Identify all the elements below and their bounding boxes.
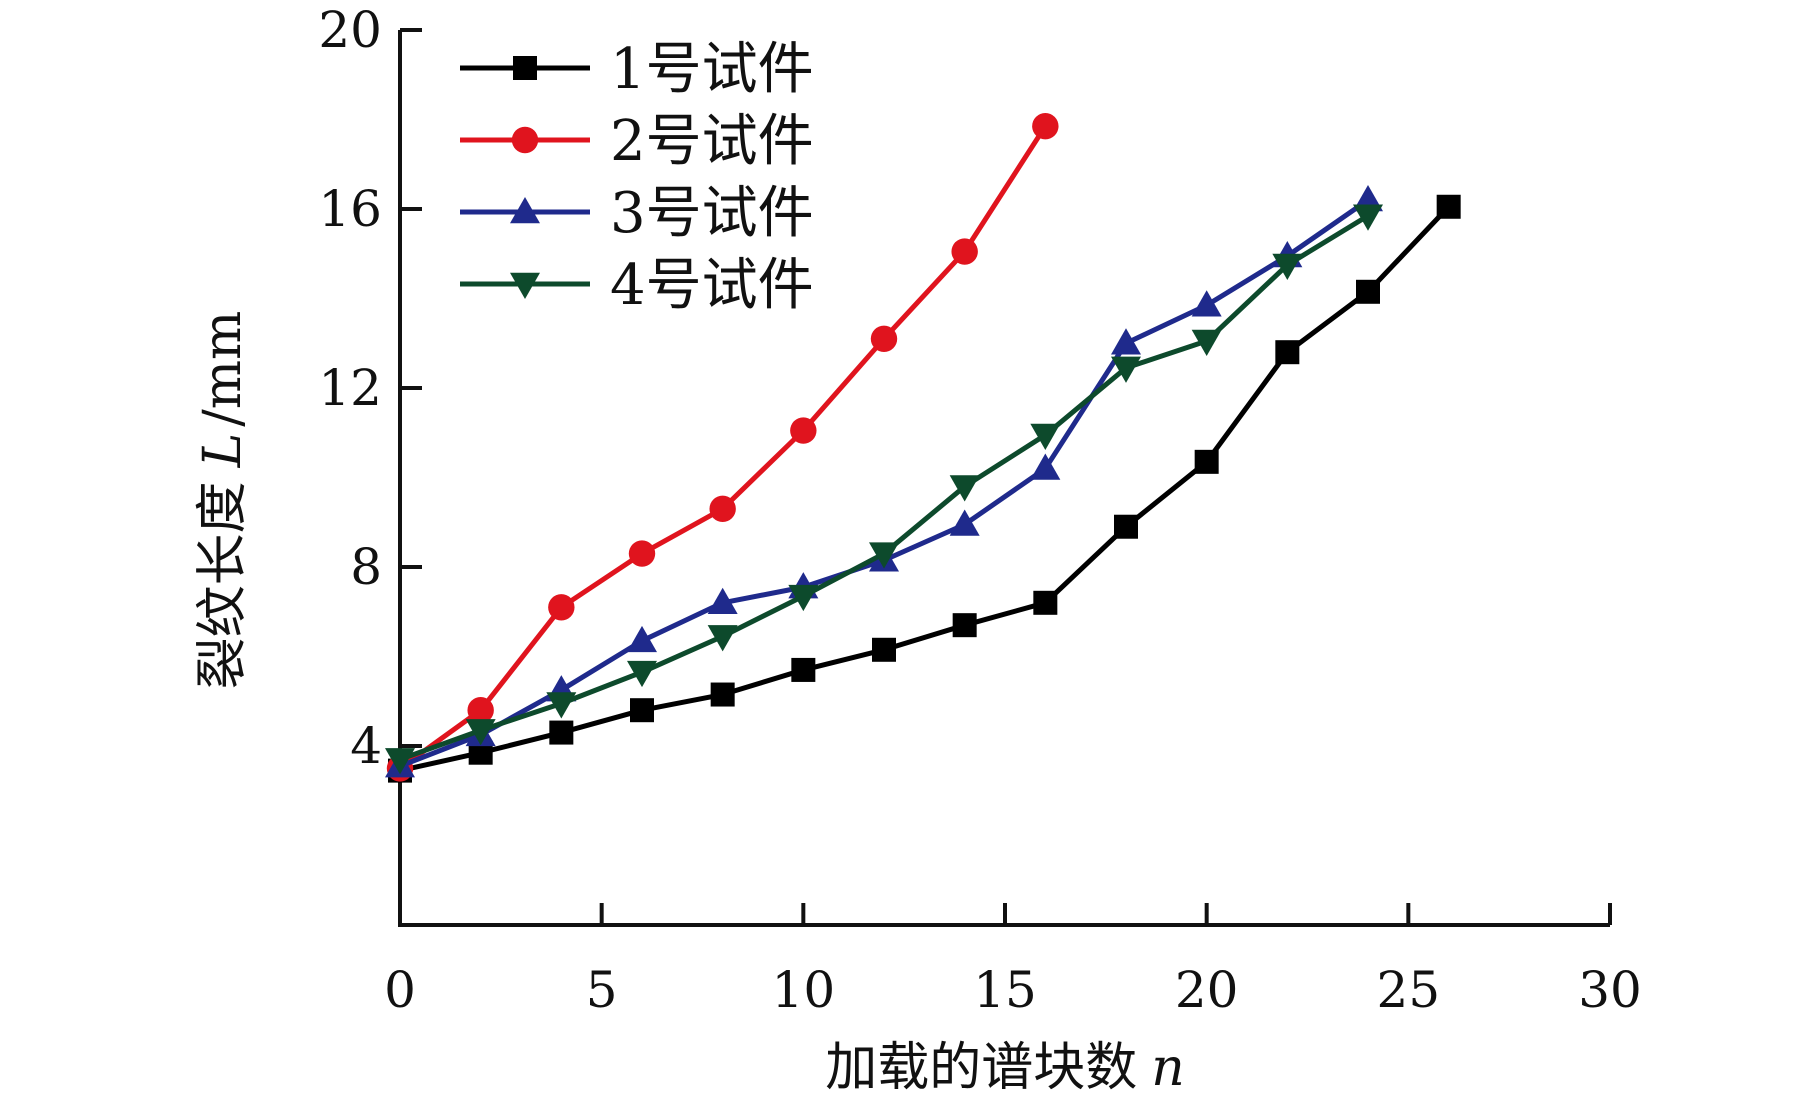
data-point	[791, 657, 816, 682]
data-point	[707, 625, 738, 652]
x-tick-label: 10	[772, 961, 836, 1019]
x-tick-label: 25	[1377, 961, 1441, 1019]
data-point	[385, 748, 415, 775]
y-tick-label: 8	[350, 538, 382, 596]
series-1	[388, 194, 1461, 783]
data-point	[1194, 449, 1219, 474]
legend-entry: 4号试件	[460, 253, 814, 318]
x-axis-title: 加载的谱块数 n	[825, 1038, 1185, 1098]
data-point	[1032, 113, 1059, 140]
data-point	[465, 719, 496, 746]
data-point	[1033, 590, 1058, 615]
data-point	[949, 509, 980, 536]
legend-marker	[510, 272, 540, 299]
x-tick-label: 15	[973, 961, 1037, 1019]
y-tick-label: 4	[350, 717, 382, 775]
data-point	[627, 660, 657, 688]
data-point	[467, 697, 494, 724]
data-point	[549, 720, 574, 745]
legend: 1号试件 2号试件 3号试件 4号试件	[460, 37, 814, 318]
data-point	[548, 594, 575, 621]
data-point	[1191, 290, 1222, 317]
series-group	[385, 113, 1461, 783]
data-point	[628, 540, 656, 567]
data-point	[1275, 340, 1300, 365]
y-axis-title-text: 裂纹长度	[193, 481, 253, 689]
axes	[398, 30, 1610, 927]
data-point	[707, 587, 738, 615]
data-point	[949, 475, 980, 502]
series-4	[385, 204, 1383, 775]
data-point	[1191, 329, 1222, 357]
x-tick-label: 30	[1578, 961, 1642, 1019]
legend-entry: 1号试件	[460, 37, 814, 102]
y-tick-label: 16	[318, 180, 382, 238]
data-point	[1030, 423, 1061, 450]
x-tick-label: 20	[1175, 961, 1239, 1019]
data-point	[870, 325, 898, 352]
legend-label: 1号试件	[610, 37, 814, 102]
y-axis-title-unit: /mm	[193, 311, 253, 427]
data-point	[1111, 328, 1141, 355]
data-point	[1272, 253, 1303, 280]
legend-label: 4号试件	[610, 253, 814, 318]
data-point	[952, 613, 977, 638]
data-point	[1353, 204, 1383, 231]
data-point	[790, 417, 817, 444]
data-point	[1114, 514, 1138, 539]
data-point	[1030, 453, 1061, 480]
data-point	[630, 698, 654, 723]
legend-marker	[510, 197, 540, 224]
x-tick-label: 5	[586, 961, 618, 1019]
x-tick-label: 0	[384, 961, 416, 1019]
x-axis-title-text: 加载的谱块数	[825, 1038, 1137, 1098]
data-point	[710, 682, 735, 707]
y-axis-title-variable: L	[193, 433, 253, 469]
series-line	[399, 205, 1451, 774]
data-point	[788, 584, 819, 612]
data-point	[627, 625, 657, 653]
legend-entry: 2号试件	[460, 109, 814, 174]
legend-entry: 3号试件	[460, 181, 814, 246]
data-point	[872, 637, 896, 662]
y-tick-label: 12	[318, 359, 382, 417]
axis-ticks: 0 5 10 15 20 25 30 4 8 12 16 20	[318, 1, 1641, 1019]
x-axis-title-variable: n	[1151, 1038, 1185, 1098]
legend-label: 2号试件	[610, 109, 814, 174]
legend-marker	[511, 126, 539, 154]
y-tick-label: 20	[318, 1, 382, 59]
legend-marker	[513, 56, 537, 80]
data-point	[869, 542, 899, 569]
data-point	[1356, 279, 1380, 304]
legend-label: 3号试件	[610, 181, 814, 246]
series-2	[386, 113, 1059, 782]
data-point	[1436, 194, 1461, 219]
data-point	[1111, 356, 1141, 383]
y-axis-title: 裂纹长度 L/mm	[193, 311, 253, 690]
data-point	[951, 238, 978, 265]
data-point	[709, 495, 736, 523]
data-point	[546, 692, 577, 719]
